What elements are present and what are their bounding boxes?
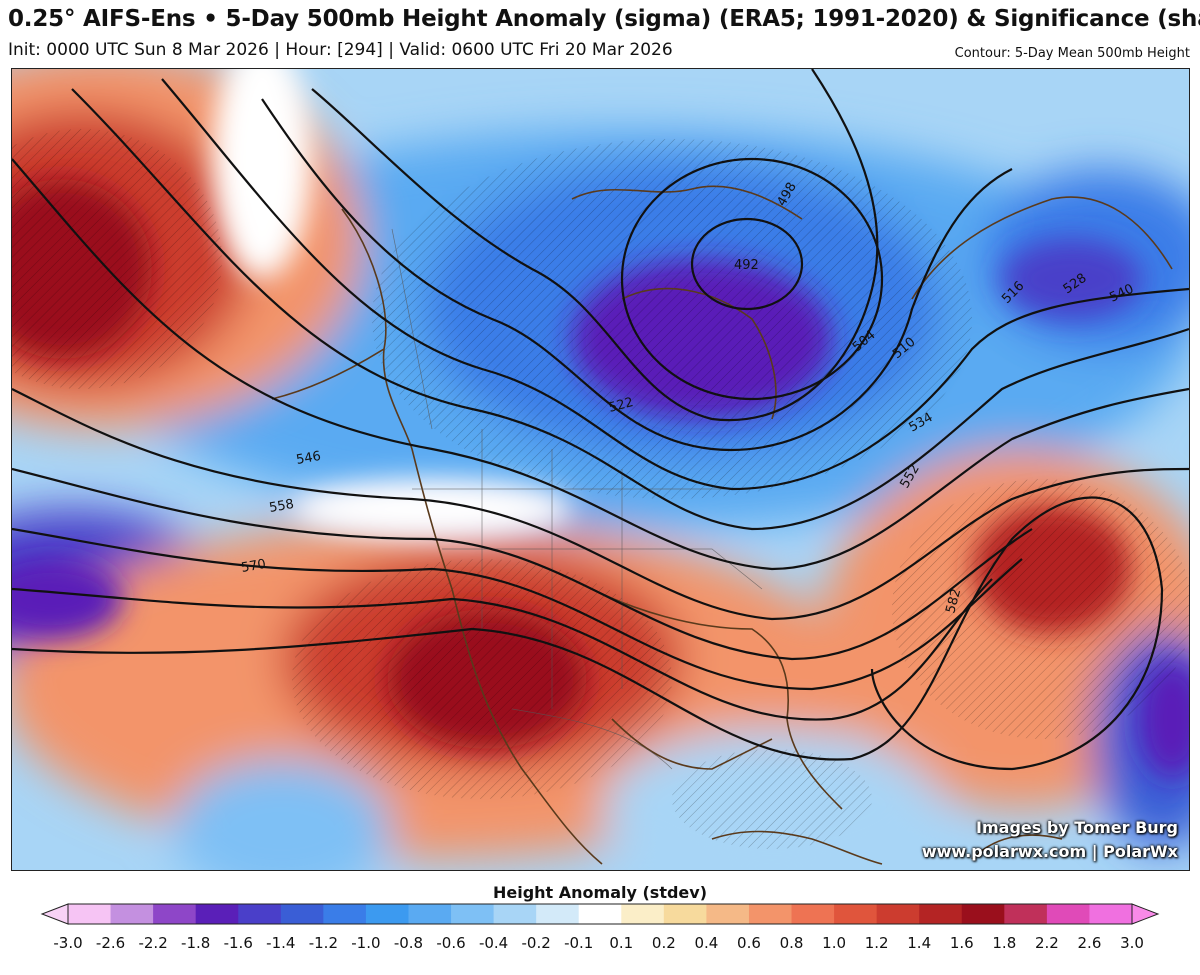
colorbar-min-extension	[40, 903, 69, 925]
colorbar-swatch	[323, 904, 367, 924]
colorbar-tick-label: -1.6	[223, 934, 253, 952]
colorbar-tick-label: 1.4	[907, 934, 932, 952]
colorbar-tick-label: -0.4	[478, 934, 509, 952]
colorbar-tick-label: 0.6	[737, 934, 761, 952]
colorbar-swatch	[621, 904, 665, 924]
colorbar-swatch	[1004, 904, 1048, 924]
colorbar-title: Height Anomaly (stdev)	[492, 883, 708, 902]
colorbar-swatch	[153, 904, 197, 924]
colorbar-tick-label: 0.8	[779, 934, 804, 952]
significance-hatching	[12, 129, 1189, 849]
colorbar-swatch	[748, 904, 793, 924]
contour-label: 570	[240, 557, 267, 576]
colorbar-tick-label: -3.0	[53, 934, 83, 952]
colorbar-ticks: -3.0 -2.6 -2.2 -1.8 -1.6 -1.4 -1.2 -1.0 -0.8 -0.6…	[0, 934, 1200, 958]
colorbar-max-extension	[1131, 903, 1160, 925]
map-panel: 498 492 504 510 516 528 540 522 534 546 …	[11, 68, 1190, 871]
contour-label: 546	[295, 449, 322, 468]
colorbar-tick-label: 0.2	[651, 934, 676, 952]
colorbar-tick-label: -2.2	[138, 934, 168, 952]
colorbar-swatch	[791, 904, 835, 924]
colorbar-tick-label: 1.0	[822, 934, 847, 952]
colorbar-swatch	[493, 904, 537, 924]
coastlines	[271, 185, 1173, 865]
colorbar-tick-label: -1.2	[308, 934, 338, 952]
colorbar-tick-label: -0.8	[393, 934, 424, 952]
colorbar-tick-label: 1.6	[949, 934, 974, 952]
chart-title: 0.25° AIFS-Ens • 5-Day 500mb Height Anom…	[8, 6, 1200, 32]
contour-label: 558	[268, 497, 295, 516]
colorbar-tick-label: -2.6	[95, 934, 126, 952]
colorbar-tick-label: 1.2	[864, 934, 889, 952]
colorbar-swatch	[238, 904, 282, 924]
anomaly-map: 498 492 504 510 516 528 540 522 534 546 …	[12, 69, 1189, 870]
colorbar-swatch	[365, 904, 409, 924]
colorbar-swatch	[195, 904, 239, 924]
colorbar-tick-label: 1.8	[992, 934, 1017, 952]
colorbar-tick-label: -0.2	[521, 934, 551, 952]
colorbar-swatch	[834, 904, 878, 924]
colorbar-swatch	[578, 904, 622, 924]
colorbar-outline	[67, 903, 1133, 925]
colorbar-swatch	[876, 904, 920, 924]
colorbar-tick-label: -1.0	[351, 934, 381, 952]
colorbar-tick-label: 0.4	[694, 934, 719, 952]
colorbar-swatch	[919, 904, 963, 924]
colorbar-tick-label: 2.2	[1034, 934, 1059, 952]
colorbar-swatch	[1089, 904, 1133, 924]
colorbar-swatch	[706, 904, 750, 924]
colorbar-swatch	[280, 904, 324, 924]
colorbar-swatch	[110, 904, 154, 924]
height-contours	[12, 69, 1189, 771]
colorbar-swatch	[961, 904, 1005, 924]
credit-website: www.polarwx.com | PolarWx	[921, 842, 1178, 861]
colorbar-tick-label: 3.0	[1120, 934, 1144, 952]
contour-label: 522	[607, 395, 635, 416]
colorbar-swatch	[536, 904, 580, 924]
colorbar-tick-label: -0.6	[436, 934, 466, 952]
colorbar-swatch	[1046, 904, 1090, 924]
contour-label: 582	[943, 587, 964, 615]
chart-subtitle: Init: 0000 UTC Sun 8 Mar 2026 | Hour: [2…	[8, 40, 673, 60]
colorbar-tick-label: -1.4	[266, 934, 296, 952]
colorbar-tick-label: -1.8	[181, 934, 211, 952]
colorbar-swatch	[451, 904, 495, 924]
colorbar-tick-label: -0.1	[564, 934, 594, 952]
colorbar	[40, 903, 1160, 925]
contour-label: 492	[734, 258, 759, 273]
colorbar-swatch	[663, 904, 707, 924]
credit-author: Images by Tomer Burg	[976, 818, 1178, 837]
contour-note: Contour: 5-Day Mean 500mb Height	[954, 46, 1190, 61]
colorbar-tick-label: 0.1	[609, 934, 634, 952]
colorbar-swatch	[408, 904, 452, 924]
colorbar-tick-label: 2.6	[1077, 934, 1102, 952]
colorbar-swatch	[68, 904, 112, 924]
